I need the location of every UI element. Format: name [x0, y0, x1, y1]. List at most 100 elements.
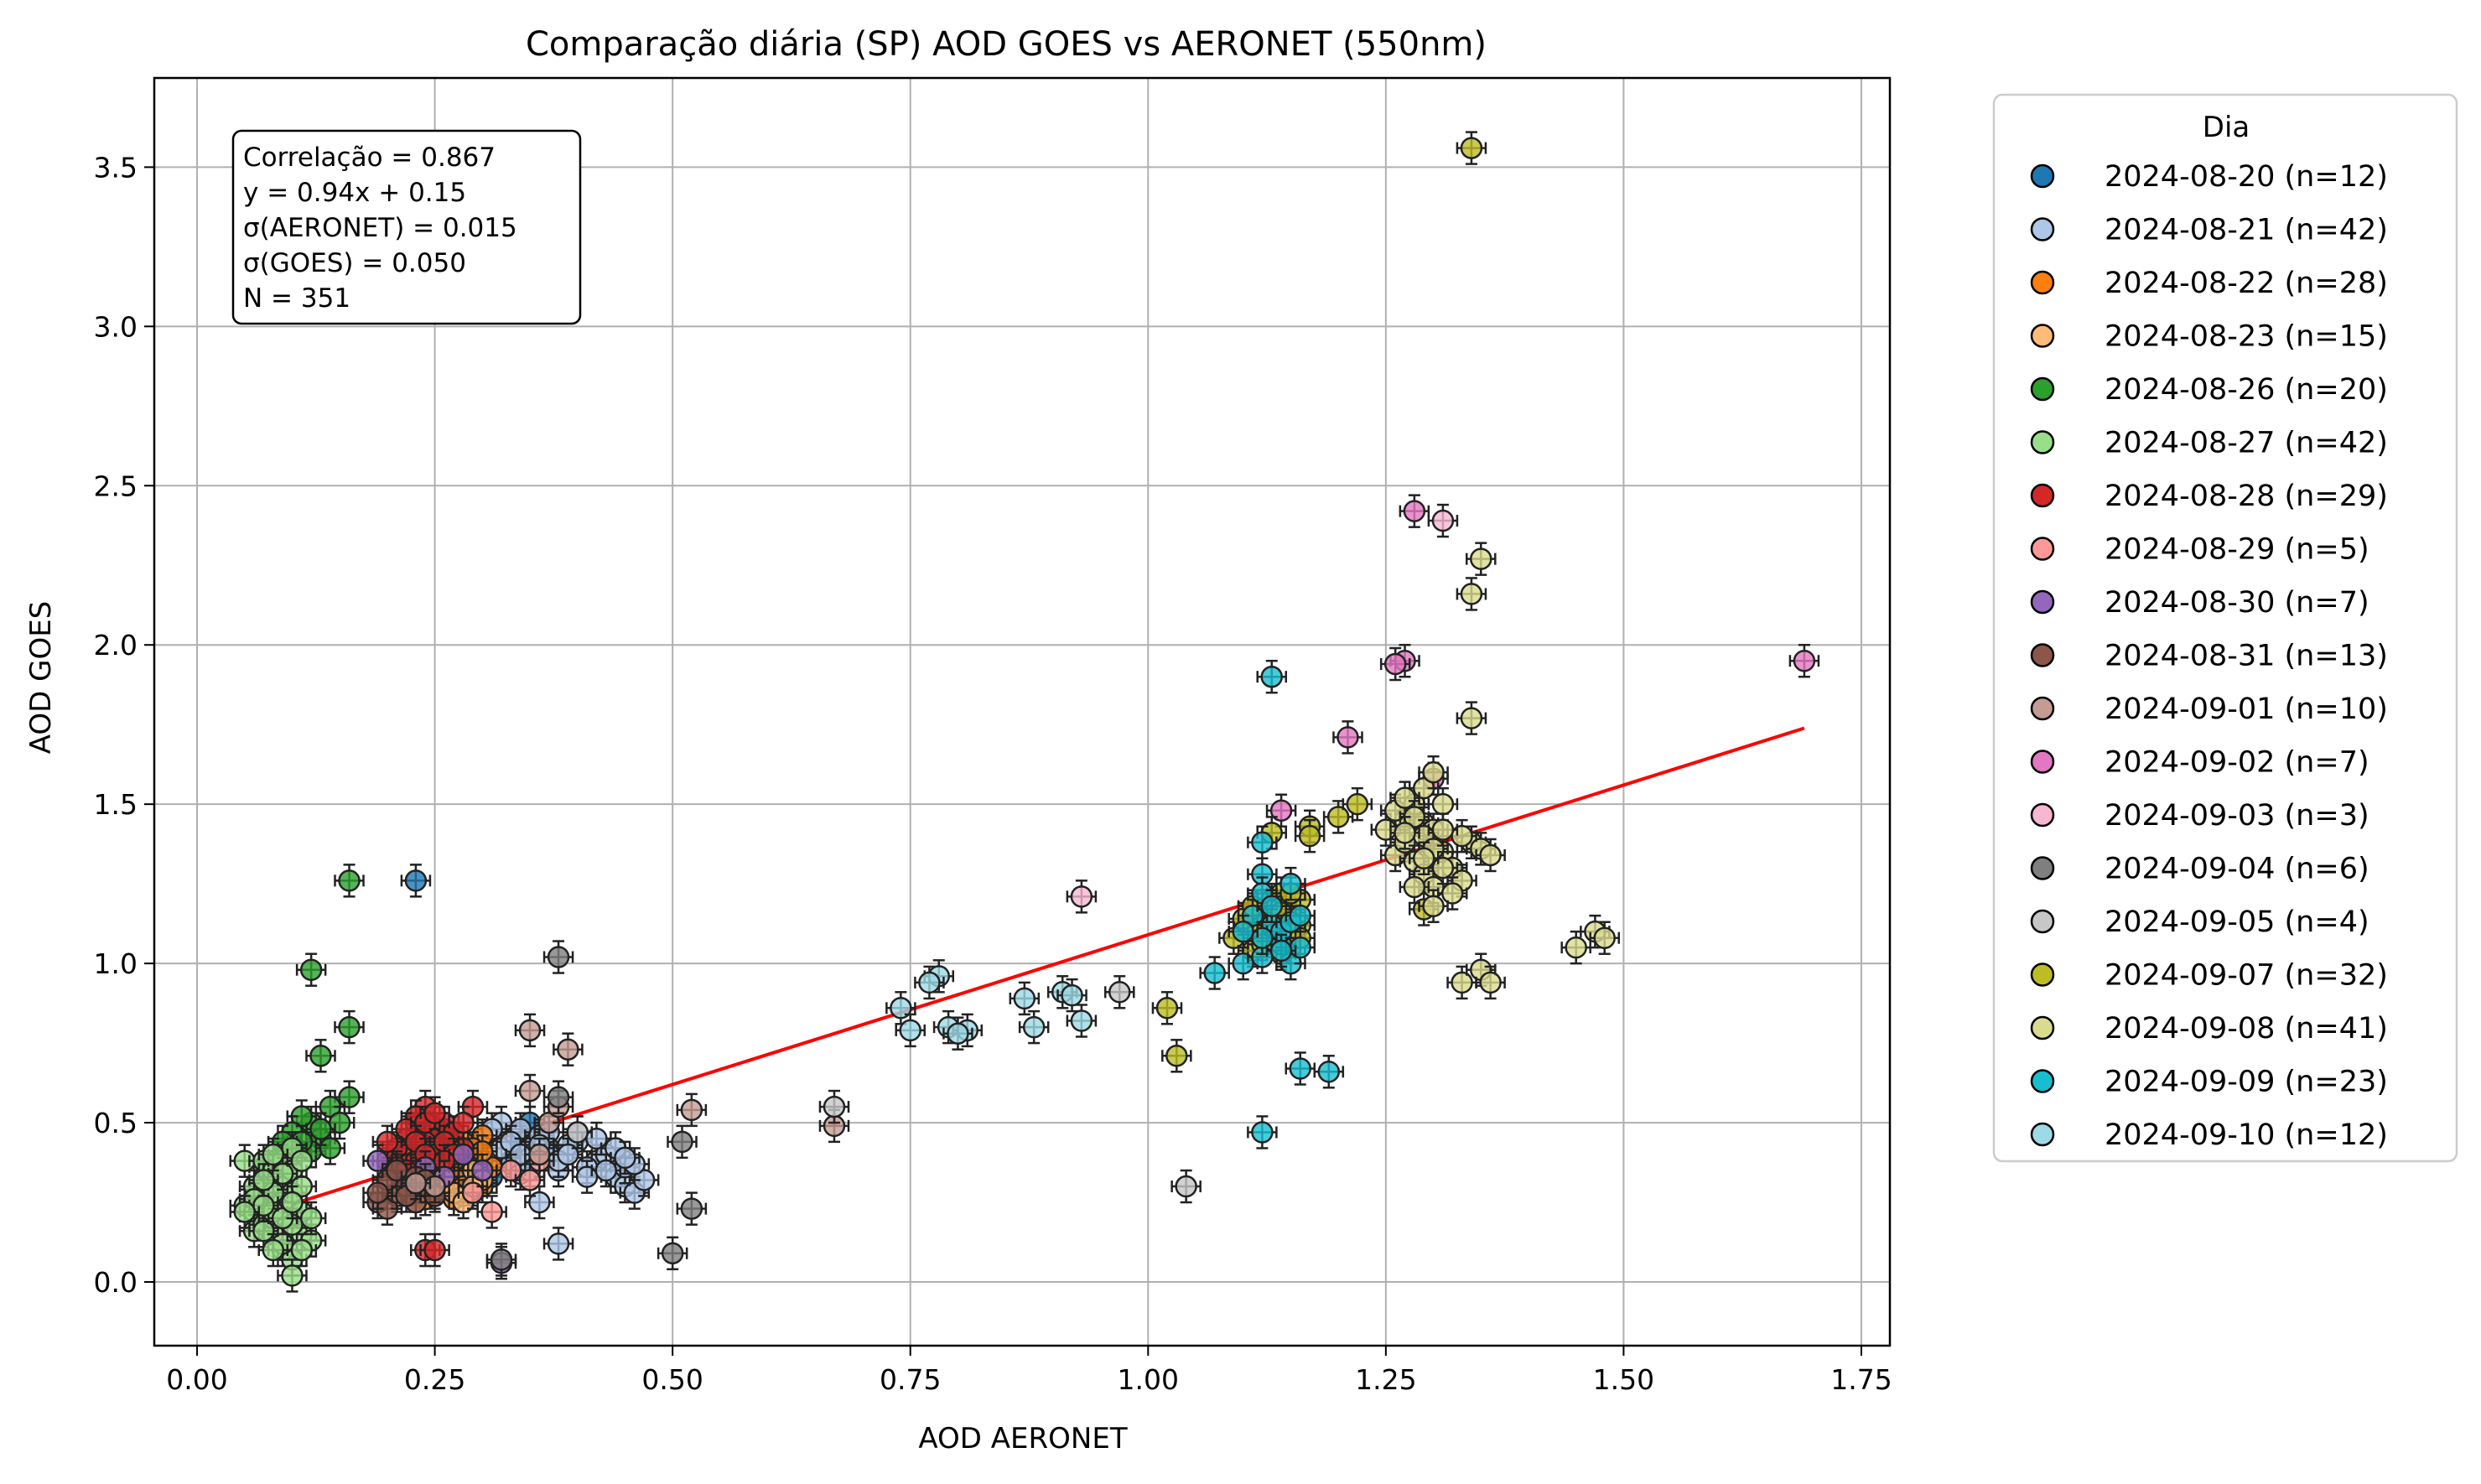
x-tick-label: 0.25: [404, 1363, 465, 1396]
y-tick-label: 2.5: [94, 470, 138, 502]
data-point: [1269, 939, 1293, 963]
legend-label: 2024-09-03 (n=3): [2105, 799, 2369, 833]
x-tick-label: 0.00: [166, 1363, 227, 1396]
y-tick-label: 1.5: [94, 788, 138, 821]
legend-marker: [2030, 856, 2055, 880]
data-point: [252, 1169, 275, 1191]
y-tick-label: 0.0: [94, 1266, 138, 1299]
data-point: [518, 1169, 542, 1191]
data-point: [1593, 926, 1616, 949]
data-point: [423, 1175, 446, 1198]
data-point: [1422, 895, 1445, 917]
y-tick-label: 1.0: [94, 947, 138, 980]
data-point: [452, 1143, 475, 1166]
legend-label: 2024-08-30 (n=7): [2105, 586, 2369, 620]
y-tick-label: 0.5: [94, 1107, 138, 1139]
axis-ticks: 0.00 0.25 0.50 0.75 1.00 1.25 1.50 1.75 0.0 0.5 1.…: [94, 151, 1892, 1396]
data-point: [1403, 500, 1426, 522]
chart-title: Comparação diária (SP) AOD GOES vs AERON…: [526, 25, 1487, 64]
series-17: [1370, 542, 1620, 1000]
data-point: [671, 1130, 693, 1154]
data-point: [1022, 1015, 1046, 1039]
data-point: [1013, 987, 1036, 1010]
data-point: [1070, 1009, 1093, 1032]
data-point: [1317, 1061, 1341, 1083]
data-point: [566, 1121, 589, 1144]
legend-marker: [2030, 696, 2055, 721]
legend-marker: [2030, 589, 2055, 615]
stats-box-frame: [231, 129, 582, 325]
stats-sigma-goes: σ(GOES) = 0.050: [243, 248, 466, 278]
legend-label: 2024-08-22 (n=28): [2105, 267, 2388, 300]
data-point: [1470, 547, 1492, 570]
data-point: [547, 946, 570, 968]
x-tick-label: 1.75: [1830, 1363, 1892, 1396]
legend-marker: [2030, 1122, 2055, 1147]
stats-box: Correlação = 0.867 y = 0.94x + 0.15 σ(AE…: [231, 129, 582, 325]
data-point: [490, 1248, 513, 1271]
legend-label: 2024-08-21 (n=42): [2105, 214, 2388, 247]
legend-marker: [2030, 1015, 2055, 1040]
y-tick-label: 2.0: [94, 629, 138, 662]
data-point: [1269, 799, 1293, 822]
legend-marker: [2030, 217, 2055, 241]
data-point: [557, 1038, 579, 1061]
data-point: [1431, 792, 1455, 816]
series-18: [1199, 659, 1345, 1149]
data-point: [661, 1242, 684, 1265]
data-point: [680, 1197, 703, 1220]
data-point: [614, 1146, 636, 1170]
data-point: [338, 1015, 361, 1039]
series-14: [485, 940, 708, 1277]
data-point: [281, 1191, 304, 1214]
data-point: [1394, 786, 1416, 809]
data-point: [1326, 806, 1350, 828]
data-point: [1298, 824, 1321, 848]
data-point: [1460, 583, 1483, 605]
data-point: [309, 1045, 332, 1067]
data-point: [680, 1098, 703, 1122]
data-point: [262, 1238, 285, 1262]
data-point: [518, 1019, 542, 1042]
data-point: [1431, 856, 1455, 880]
data-point: [528, 1143, 551, 1166]
legend-label: 2024-08-23 (n=15): [2105, 320, 2388, 354]
legend-marker: [2030, 376, 2055, 402]
stats-fit-equation: y = 0.94x + 0.15: [243, 178, 466, 208]
grid-lines: [154, 78, 1890, 1346]
data-point: [1440, 882, 1464, 905]
legend-marker: [2030, 430, 2055, 454]
legend-marker: [2030, 537, 2055, 561]
data-point: [947, 1022, 969, 1045]
stats-correlation: Correlação = 0.867: [243, 143, 496, 173]
legend-label: 2024-08-27 (n=42): [2105, 427, 2388, 460]
data-point: [262, 1143, 285, 1166]
data-point: [281, 1264, 304, 1287]
data-point: [500, 1159, 522, 1182]
legend-label: 2024-08-26 (n=20): [2105, 373, 2388, 407]
legend-label: 2024-09-07 (n=32): [2105, 959, 2388, 993]
legend-marker: [2030, 1069, 2055, 1093]
legend: Dia 2024-08-20 (n=12)2024-08-21 (n=42)20…: [1992, 93, 2458, 1163]
data-point: [319, 1137, 342, 1160]
data-point: [1374, 818, 1398, 841]
data-point: [1479, 843, 1502, 867]
legend-label: 2024-09-04 (n=6): [2105, 853, 2369, 886]
legend-marker: [2030, 750, 2055, 774]
data-point: [1479, 971, 1502, 994]
x-tick-label: 1.00: [1118, 1363, 1179, 1396]
data-point: [528, 1191, 551, 1214]
legend-marker: [2030, 963, 2055, 987]
y-tick-label: 3.5: [94, 151, 138, 184]
legend-marker: [2030, 643, 2055, 667]
data-point: [1155, 997, 1179, 1020]
stats-count: N = 351: [243, 283, 350, 314]
axes-frame: [153, 76, 1892, 1347]
data-point: [1431, 509, 1455, 532]
data-point: [404, 869, 428, 892]
data-point: [1251, 1121, 1274, 1144]
legend-label: 2024-09-10 (n=12): [2105, 1118, 2388, 1152]
data-point: [1337, 726, 1359, 749]
